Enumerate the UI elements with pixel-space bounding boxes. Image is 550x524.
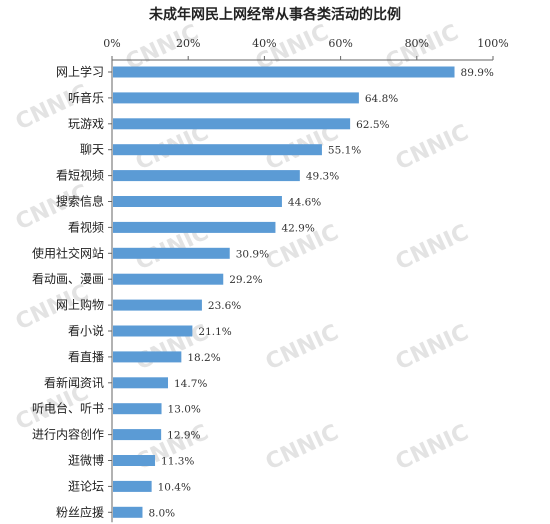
value-label: 8.0% bbox=[148, 507, 175, 519]
bar bbox=[113, 429, 162, 441]
category-label: 看小说 bbox=[68, 323, 104, 338]
value-label: 14.7% bbox=[174, 378, 207, 390]
category-label: 搜索信息 bbox=[56, 194, 104, 209]
category-label: 听电台、听书 bbox=[32, 401, 104, 416]
category-label: 看新闻资讯 bbox=[44, 375, 104, 390]
value-label: 21.1% bbox=[198, 326, 231, 338]
watermark-text: CNNIC bbox=[392, 220, 473, 275]
bar bbox=[113, 144, 322, 156]
category-label: 看直播 bbox=[68, 350, 104, 364]
bar bbox=[113, 325, 193, 337]
x-tick-label: 100% bbox=[477, 37, 508, 50]
value-label: 10.4% bbox=[158, 481, 191, 493]
x-tick-label: 80% bbox=[405, 37, 429, 50]
chart-title: 未成年网民上网经常从事各类活动的比例 bbox=[149, 7, 401, 23]
bar bbox=[113, 506, 143, 518]
bar bbox=[113, 480, 152, 492]
value-label: 29.2% bbox=[229, 274, 262, 286]
value-label: 64.8% bbox=[365, 93, 398, 105]
value-label: 44.6% bbox=[288, 197, 321, 209]
category-label: 粉丝应援 bbox=[56, 504, 104, 519]
bar bbox=[113, 196, 282, 207]
value-label: 49.3% bbox=[306, 171, 339, 183]
bar bbox=[113, 377, 169, 389]
value-label: 55.1% bbox=[328, 145, 361, 157]
x-tick-label: 40% bbox=[252, 37, 276, 50]
category-label: 聊天 bbox=[80, 143, 104, 157]
value-label: 23.6% bbox=[208, 300, 241, 312]
value-label: 42.9% bbox=[281, 222, 314, 234]
category-label: 玩游戏 bbox=[68, 117, 104, 131]
value-label: 89.9% bbox=[461, 67, 494, 79]
category-label: 看动画、漫画 bbox=[32, 272, 104, 286]
category-label: 网上学习 bbox=[56, 64, 104, 79]
value-label: 18.2% bbox=[187, 352, 220, 364]
bar bbox=[113, 351, 182, 363]
bar bbox=[113, 299, 202, 311]
watermark-text: CNNIC bbox=[392, 120, 473, 175]
watermark-text: CNNIC bbox=[262, 320, 343, 375]
bar bbox=[113, 273, 224, 285]
value-label: 30.9% bbox=[236, 248, 269, 260]
bar bbox=[113, 247, 230, 259]
category-label: 进行内容创作 bbox=[32, 427, 104, 442]
category-label: 看视频 bbox=[68, 219, 104, 234]
value-label: 62.5% bbox=[356, 119, 389, 131]
bar bbox=[113, 403, 162, 415]
watermark-text: CNNIC bbox=[262, 420, 343, 475]
category-label: 使用社交网站 bbox=[32, 245, 104, 260]
bar bbox=[113, 118, 351, 130]
bar bbox=[113, 66, 455, 78]
value-label: 12.9% bbox=[167, 430, 200, 442]
value-label: 11.3% bbox=[161, 456, 194, 468]
axes: 0% 20% 40% 60% 80% 100% bbox=[103, 37, 509, 523]
x-tick-label: 0% bbox=[103, 37, 120, 50]
bar bbox=[113, 170, 300, 182]
bars-layer: 网上学习 89.9% 听音乐 64.8% 玩游戏 62.5% 聊天 55.1% 看短视频 49.3… bbox=[32, 64, 494, 519]
category-label: 听音乐 bbox=[68, 90, 104, 105]
watermark-text: CNNIC bbox=[392, 420, 473, 475]
value-label: 13.0% bbox=[168, 404, 201, 416]
bar bbox=[113, 92, 359, 104]
category-label: 网上购物 bbox=[56, 297, 104, 312]
x-tick-label: 60% bbox=[328, 37, 352, 50]
bar bbox=[113, 455, 156, 466]
category-label: 逛论坛 bbox=[68, 479, 104, 493]
watermark-text: CNNIC bbox=[392, 320, 473, 375]
x-tick-label: 20% bbox=[176, 37, 200, 50]
bar bbox=[113, 221, 276, 233]
category-label: 逛微博 bbox=[68, 453, 104, 468]
category-label: 看短视频 bbox=[56, 168, 104, 183]
